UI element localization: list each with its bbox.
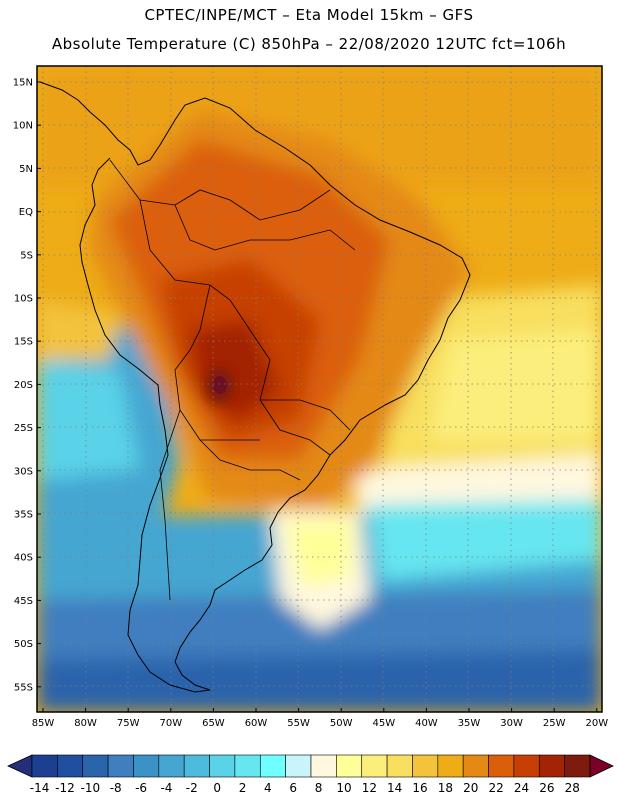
colorbar-under-arrow — [7, 754, 33, 778]
lon-label: 50W — [330, 718, 353, 729]
coastline — [39, 81, 471, 693]
colorbar-swatch — [57, 754, 84, 778]
colorbar-label: 12 — [362, 781, 377, 795]
lon-label: 20W — [585, 718, 608, 729]
graticule — [37, 66, 602, 712]
colorbar-label: 4 — [264, 781, 272, 795]
colorbar-label: 24 — [514, 781, 529, 795]
latitude-labels: 15N 10N 5N EQ 5S 10S 15S 20S 25S 30S 35S 40S 45S 50S 5… — [13, 78, 41, 693]
colorbar-swatch — [285, 754, 312, 778]
colorbar-label: 6 — [289, 781, 297, 795]
lat-label: 10S — [14, 294, 33, 305]
colorbar-label: 10 — [336, 781, 351, 795]
lon-label: 25W — [543, 718, 566, 729]
colorbar-label: -6 — [135, 781, 147, 795]
colorbar-swatch — [412, 754, 439, 778]
colorbar-swatch — [158, 754, 185, 778]
colorbar-swatch — [564, 754, 591, 778]
lat-label: 45S — [14, 596, 33, 607]
colorbar-label: -12 — [55, 781, 75, 795]
colorbar-swatch — [82, 754, 109, 778]
colorbar-label: 2 — [239, 781, 247, 795]
chart-title-line-1: CPTEC/INPE/MCT – Eta Model 15km – GFS — [144, 6, 474, 24]
lat-label: 20S — [14, 380, 33, 391]
colorbar-label: 20 — [463, 781, 478, 795]
temperature-field — [37, 66, 602, 712]
colorbar-swatch — [234, 754, 261, 778]
colorbar-swatch — [310, 754, 337, 778]
colorbar-swatch — [259, 754, 286, 778]
colorbar-over-arrow — [589, 754, 614, 778]
lon-label: 80W — [74, 718, 97, 729]
colorbar-label: 28 — [565, 781, 580, 795]
colorbar-label: 26 — [539, 781, 554, 795]
colorbar-label: 18 — [438, 781, 453, 795]
lat-label: 15N — [13, 78, 33, 89]
lon-label: 75W — [117, 718, 140, 729]
colorbar-label: -10 — [81, 781, 101, 795]
lat-label: 10N — [13, 121, 33, 132]
colorbar-label: -2 — [186, 781, 198, 795]
lon-label: 55W — [287, 718, 310, 729]
colorbar-label: -8 — [110, 781, 122, 795]
colorbar-swatch — [336, 754, 363, 778]
colorbar-swatch — [386, 754, 413, 778]
lon-label: 30W — [500, 718, 523, 729]
lat-label: 35S — [14, 510, 33, 521]
chart-title-line-2: Absolute Temperature (C) 850hPa – 22/08/… — [51, 35, 567, 53]
colorbar-label: 8 — [315, 781, 323, 795]
colorbar-swatch — [538, 754, 565, 778]
colorbar-label: -14 — [30, 781, 50, 795]
lat-label: 15S — [14, 337, 33, 348]
lat-label: 5N — [19, 164, 33, 175]
colorbar-swatch — [107, 754, 134, 778]
lat-label: 30S — [14, 466, 33, 477]
colorbar-swatch — [31, 754, 58, 778]
colorbar-swatch — [437, 754, 464, 778]
lon-label: 35W — [458, 718, 481, 729]
colorbar-label: 16 — [412, 781, 427, 795]
lat-label: 50S — [14, 639, 33, 650]
colorbar-label: -4 — [160, 781, 172, 795]
lon-label: 85W — [32, 718, 55, 729]
colorbar-swatch — [209, 754, 236, 778]
colorbar-label: 22 — [489, 781, 504, 795]
lat-label: 25S — [14, 423, 33, 434]
lon-label: 60W — [245, 718, 268, 729]
lat-label: EQ — [19, 207, 33, 218]
colorbar-swatch — [361, 754, 388, 778]
map-frame — [36, 65, 603, 713]
lon-label: 65W — [202, 718, 225, 729]
colorbar-swatch — [513, 754, 540, 778]
colorbar-swatch — [488, 754, 515, 778]
lat-label: 5S — [20, 250, 33, 261]
colorbar-label: 14 — [387, 781, 402, 795]
colorbar-swatch — [462, 754, 489, 778]
colorbar: -14 -12 -10 -8 -6 -4 -2 0 2 4 6 8 10 12 14 16 18 20 22 24 26… — [7, 754, 614, 795]
colorbar-swatch — [183, 754, 210, 778]
country-borders — [109, 159, 356, 601]
lat-label: 40S — [14, 553, 33, 564]
lat-label: 55S — [14, 682, 33, 693]
lon-label: 70W — [159, 718, 182, 729]
lon-label: 40W — [415, 718, 438, 729]
longitude-labels: 85W 80W 75W 70W 65W 60W 55W 50W 45W 40W 35W 30W 25W 2… — [32, 708, 608, 729]
lon-label: 45W — [372, 718, 395, 729]
colorbar-label: 0 — [213, 781, 221, 795]
colorbar-swatch — [133, 754, 160, 778]
